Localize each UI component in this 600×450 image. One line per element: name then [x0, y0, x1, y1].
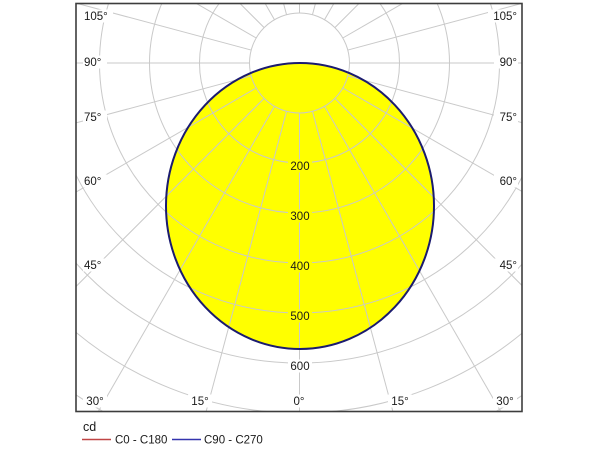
polar-grid-radial-line: [205, 111, 288, 412]
value-label-gap: [288, 159, 312, 173]
polar-grid-radial-line: [97, 106, 275, 412]
legend-c90-c270-label: C90 - C270: [204, 435, 263, 447]
angle-label-gap: [83, 258, 107, 272]
angle-label: 30°: [86, 396, 103, 408]
cd-value-label: 400: [290, 261, 309, 273]
angle-label: 60°: [84, 176, 101, 188]
plot-border: [75, 2, 523, 413]
polar-grid-radial-line: [334, 98, 522, 287]
angle-label: 75°: [500, 112, 517, 124]
angle-label-gap: [83, 55, 107, 69]
polar-grid-radial-line: [76, 3, 252, 51]
angle-label-gap: [83, 110, 107, 124]
angle-label-gap: [494, 258, 518, 272]
polar-grid-radial-line: [347, 3, 522, 51]
angle-label-gap: [494, 174, 518, 188]
polar-grid-radial-line: [76, 98, 265, 288]
angle-label-gap: [83, 174, 107, 188]
angle-label-gap: [188, 394, 212, 408]
angle-label-gap: [83, 394, 107, 408]
value-label-gap: [288, 359, 312, 373]
value-label-gap: [288, 259, 312, 273]
polar-grid-radial-line: [76, 87, 257, 193]
cd-value-label: 200: [290, 161, 309, 173]
legend: cd C0 - C180 C90 - C270: [82, 420, 263, 447]
angle-label-gap: [494, 55, 518, 69]
legend-c0-c180-label: C0 - C180: [115, 435, 167, 447]
value-label-gap: [288, 209, 312, 223]
cd-value-label: 500: [290, 311, 309, 323]
polar-grid-radial-line: [347, 75, 522, 124]
polar-grid-radial-line: [324, 106, 502, 412]
angle-label-gap: [83, 9, 113, 23]
polar-grid-radial-line: [311, 111, 394, 412]
angle-label-gap: [488, 9, 518, 23]
angle-label: 105°: [84, 11, 108, 23]
legend-unit-label: cd: [83, 420, 96, 434]
angle-label: 15°: [391, 396, 408, 408]
value-label-gap: [288, 309, 312, 323]
angle-label: 105°: [493, 11, 517, 23]
polar-grid-radial-line: [76, 75, 252, 124]
angle-label: 45°: [500, 260, 517, 272]
angle-label: 0°: [294, 396, 305, 408]
polar-grid-radial-line: [342, 87, 522, 193]
angle-label: 30°: [496, 396, 513, 408]
angle-label: 15°: [191, 396, 208, 408]
angle-label: 90°: [500, 57, 517, 69]
angle-label: 45°: [84, 260, 101, 272]
angle-label-gap: [388, 394, 412, 408]
angle-label-gap: [494, 110, 518, 124]
cd-value-label: 600: [290, 361, 309, 373]
angle-label: 75°: [84, 112, 101, 124]
angle-label: 60°: [500, 176, 517, 188]
angle-label: 90°: [84, 57, 101, 69]
angle-label-gap: [493, 394, 517, 408]
angle-label-gap: [290, 394, 308, 408]
intensity-curve-outline: [165, 62, 435, 350]
cd-value-label: 300: [290, 211, 309, 223]
